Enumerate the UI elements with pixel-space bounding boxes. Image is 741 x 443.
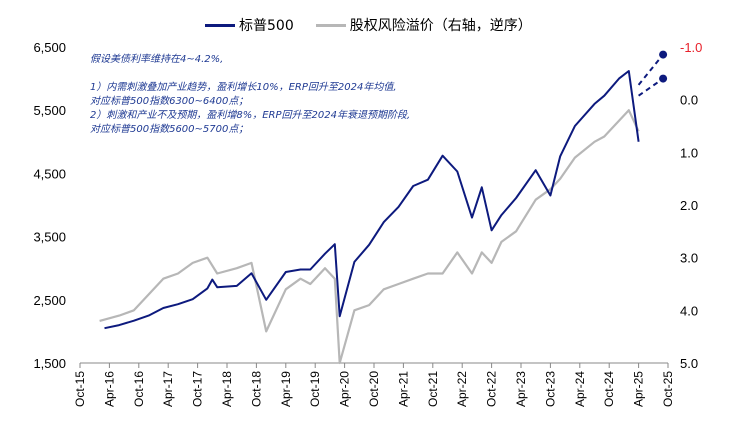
annotation-scenario-2: 2）刺激和产业不及预期，盈利增8%，ERP回升至2024年衰退预期阶段,	[90, 110, 411, 121]
annotation-scenario-1: 1）内需刺激叠加产业趋势，盈利增长10%，ERP回升至2024年均值,	[90, 82, 397, 93]
x-tick-label-20: Oct-25	[661, 371, 675, 407]
legend: 标普500 股权风险溢价（右轴，逆序）	[205, 15, 554, 35]
legend-item-erp: 股权风险溢价（右轴，逆序）	[315, 15, 532, 35]
x-tick-label-5: Apr-18	[220, 371, 234, 407]
x-tick-label-17: Apr-24	[573, 371, 587, 407]
x-tick-label-10: Oct-20	[367, 371, 381, 407]
x-tick-label-4: Oct-17	[191, 371, 205, 407]
y-left-tick-label-2: 3,500	[33, 230, 66, 245]
x-tick-label-9: Apr-20	[338, 371, 352, 407]
legend-swatch-erp	[315, 23, 346, 27]
x-tick-label-19: Apr-25	[632, 371, 646, 407]
y-right-tick-label-0: -1.0	[680, 40, 702, 55]
x-tick-label-11: Apr-21	[396, 371, 410, 407]
legend-label-sp500: 标普500	[239, 18, 294, 34]
y-left-tick-label-4: 5,500	[33, 103, 66, 118]
x-tick-label-12: Oct-21	[426, 371, 440, 407]
projection-endpoint-1	[659, 74, 668, 83]
legend-label-erp: 股权风险溢价（右轴，逆序）	[349, 18, 532, 34]
annotation-scenario-1-target: 对应标普500指数6300~6400点；	[90, 96, 249, 107]
x-tick-label-7: Apr-19	[279, 371, 293, 407]
legend-swatch-sp500	[205, 23, 235, 27]
x-tick-label-0: Oct-15	[73, 371, 87, 407]
x-tick-label-16: Oct-23	[543, 371, 557, 407]
annotation-assumption: 假设美债利率维持在4~4.2%,	[90, 54, 224, 65]
annotation-scenario-2-target: 对应标普500指数5600~5700点；	[90, 124, 249, 135]
x-tick-label-2: Oct-16	[132, 371, 146, 407]
x-tick-label-13: Apr-22	[455, 371, 469, 407]
projection-endpoint-0	[659, 50, 668, 59]
legend-item-sp500: 标普500	[205, 15, 294, 35]
series-line-sp500	[104, 70, 640, 330]
x-tick-label-18: Oct-24	[602, 371, 616, 407]
series-line-erp	[99, 109, 640, 365]
y-right-tick-label-4: 3.0	[680, 251, 698, 266]
y-right-tick-label-3: 2.0	[680, 198, 698, 213]
y-left-tick-label-1: 2,500	[33, 293, 66, 308]
y-right-tick-label-2: 1.0	[680, 145, 698, 160]
x-tick-label-3: Apr-17	[161, 371, 175, 407]
x-tick-label-1: Apr-16	[102, 371, 116, 407]
y-left-tick-label-5: 6,500	[33, 40, 66, 55]
y-right-tick-label-6: 5.0	[680, 356, 698, 371]
projection-line-1	[638, 77, 664, 97]
x-tick-label-15: Apr-23	[514, 371, 528, 407]
y-left-tick-label-3: 4,500	[33, 166, 66, 181]
projection-line-0	[637, 53, 664, 86]
x-tick-label-8: Oct-19	[308, 371, 322, 407]
y-right-tick-label-1: 0.0	[680, 93, 698, 108]
y-right-tick-label-5: 4.0	[680, 303, 698, 318]
y-left-tick-label-0: 1,500	[33, 356, 66, 371]
x-tick-label-6: Oct-18	[249, 371, 263, 407]
x-tick-label-14: Oct-22	[485, 371, 499, 407]
